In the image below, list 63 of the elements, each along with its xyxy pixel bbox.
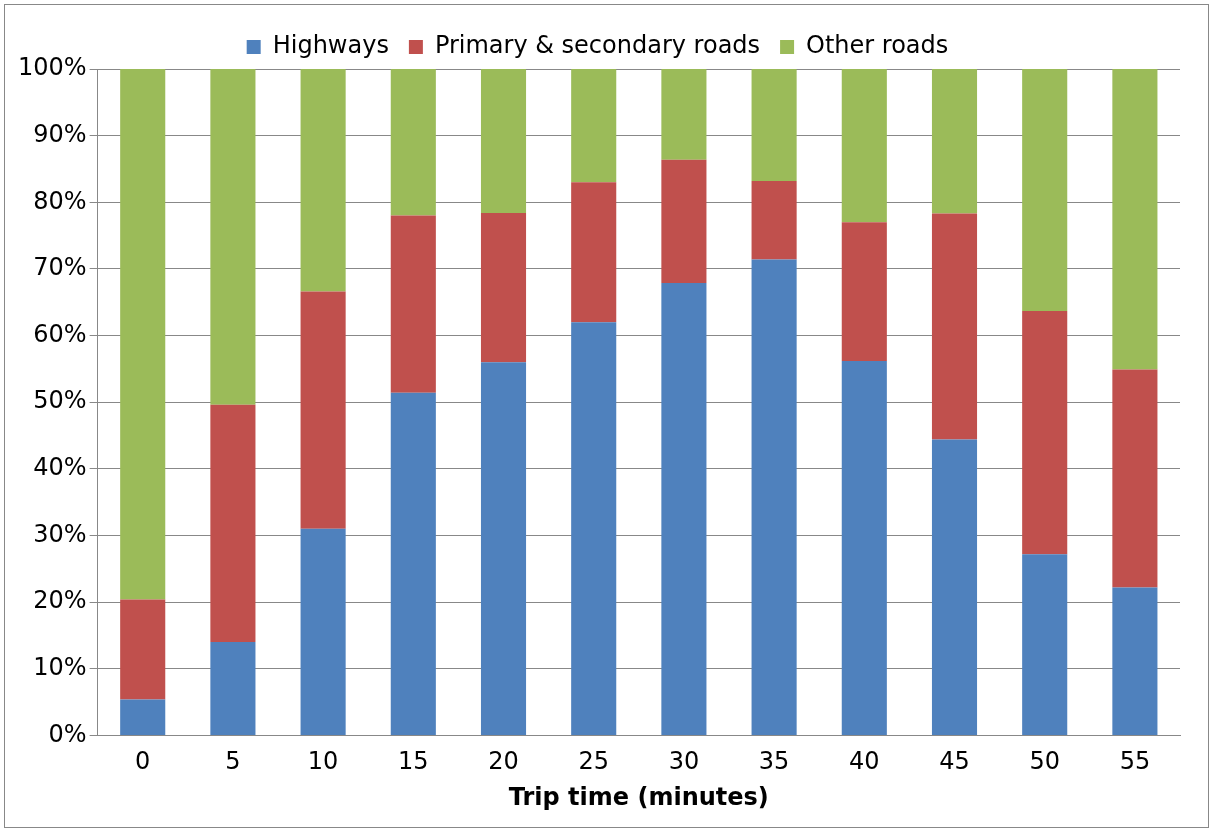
bar bbox=[1022, 69, 1068, 311]
bar bbox=[661, 282, 707, 735]
x-axis-title: Trip time (minutes) bbox=[508, 782, 769, 811]
y-tick-label: 0% bbox=[48, 719, 87, 748]
bar bbox=[390, 392, 436, 735]
bar bbox=[210, 642, 256, 735]
bar bbox=[210, 69, 256, 405]
bar bbox=[480, 362, 527, 735]
x-tick-label: 20 bbox=[488, 747, 519, 776]
x-tick-label: 15 bbox=[398, 747, 429, 776]
bar bbox=[931, 439, 978, 735]
bar bbox=[1022, 310, 1068, 555]
legend-label: Primary & secondary roads bbox=[434, 31, 761, 60]
bar bbox=[300, 291, 346, 529]
bar bbox=[300, 69, 346, 292]
y-tick-label: 70% bbox=[33, 253, 87, 282]
x-tick-label: 30 bbox=[668, 747, 700, 776]
legend-label: Highways bbox=[272, 31, 389, 60]
bar bbox=[120, 69, 166, 600]
bar bbox=[931, 69, 978, 214]
bar bbox=[480, 69, 527, 213]
bar bbox=[480, 212, 527, 363]
bar bbox=[841, 360, 887, 735]
x-tick-label: 25 bbox=[578, 747, 609, 776]
bar bbox=[841, 69, 887, 223]
bar bbox=[751, 180, 797, 260]
bar bbox=[751, 259, 797, 735]
bar bbox=[120, 699, 166, 735]
bar bbox=[120, 599, 166, 700]
bar bbox=[1112, 369, 1158, 588]
y-tick-label: 30% bbox=[33, 519, 87, 548]
x-tick-label: 40 bbox=[849, 747, 880, 776]
bar bbox=[571, 322, 617, 735]
bar bbox=[1112, 587, 1158, 735]
bar bbox=[661, 159, 707, 283]
bar bbox=[300, 528, 346, 735]
bar bbox=[841, 222, 887, 361]
bar bbox=[661, 69, 707, 160]
x-tick-label: 45 bbox=[939, 747, 970, 776]
legend-label: Other roads bbox=[806, 31, 949, 60]
bar bbox=[210, 404, 256, 643]
y-tick-label: 60% bbox=[33, 319, 87, 348]
bar bbox=[571, 69, 617, 183]
bar bbox=[390, 215, 436, 393]
bar bbox=[571, 182, 617, 323]
x-tick-label: 10 bbox=[307, 747, 339, 776]
x-tick-label: 50 bbox=[1029, 747, 1060, 776]
x-tick-label: 35 bbox=[758, 747, 790, 776]
bar bbox=[931, 213, 978, 440]
x-tick-label: 5 bbox=[225, 747, 241, 776]
y-tick-label: 80% bbox=[33, 186, 87, 215]
bar bbox=[390, 69, 436, 216]
bar bbox=[1112, 69, 1158, 370]
bar bbox=[751, 69, 797, 181]
y-tick-label: 40% bbox=[33, 453, 87, 482]
x-tick-label: 0 bbox=[135, 747, 151, 776]
x-tick-label: 55 bbox=[1119, 747, 1151, 776]
bar bbox=[1022, 554, 1068, 735]
y-tick-label: 20% bbox=[33, 586, 87, 615]
y-tick-label: 10% bbox=[33, 652, 87, 681]
y-tick-label: 50% bbox=[33, 386, 87, 415]
y-tick-label: 90% bbox=[33, 119, 87, 148]
y-tick-label: 100% bbox=[17, 53, 87, 82]
